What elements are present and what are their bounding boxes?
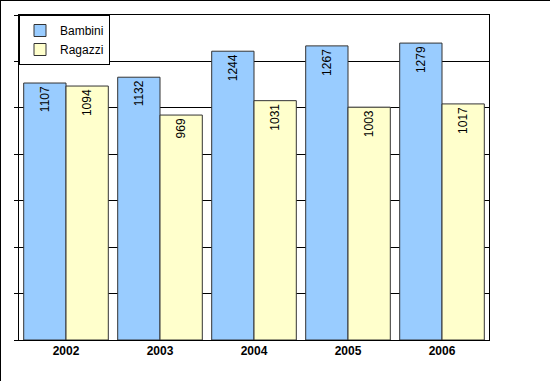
svg-text:2002: 2002 xyxy=(53,344,80,358)
svg-text:1031: 1031 xyxy=(268,104,282,131)
svg-text:2005: 2005 xyxy=(335,344,362,358)
svg-text:1279: 1279 xyxy=(414,46,428,73)
svg-text:1244: 1244 xyxy=(226,54,240,81)
svg-text:2006: 2006 xyxy=(429,344,456,358)
svg-text:1132: 1132 xyxy=(132,80,146,106)
svg-text:1107: 1107 xyxy=(38,86,52,112)
svg-text:2004: 2004 xyxy=(241,344,268,358)
svg-text:969: 969 xyxy=(174,118,188,138)
svg-text:1017: 1017 xyxy=(456,107,470,134)
svg-text:1267: 1267 xyxy=(320,49,334,76)
svg-text:2003: 2003 xyxy=(147,344,174,358)
svg-text:Ragazzi: Ragazzi xyxy=(60,43,103,57)
svg-text:Bambini: Bambini xyxy=(60,24,103,38)
svg-text:1003: 1003 xyxy=(362,110,376,137)
svg-text:1094: 1094 xyxy=(80,89,94,116)
